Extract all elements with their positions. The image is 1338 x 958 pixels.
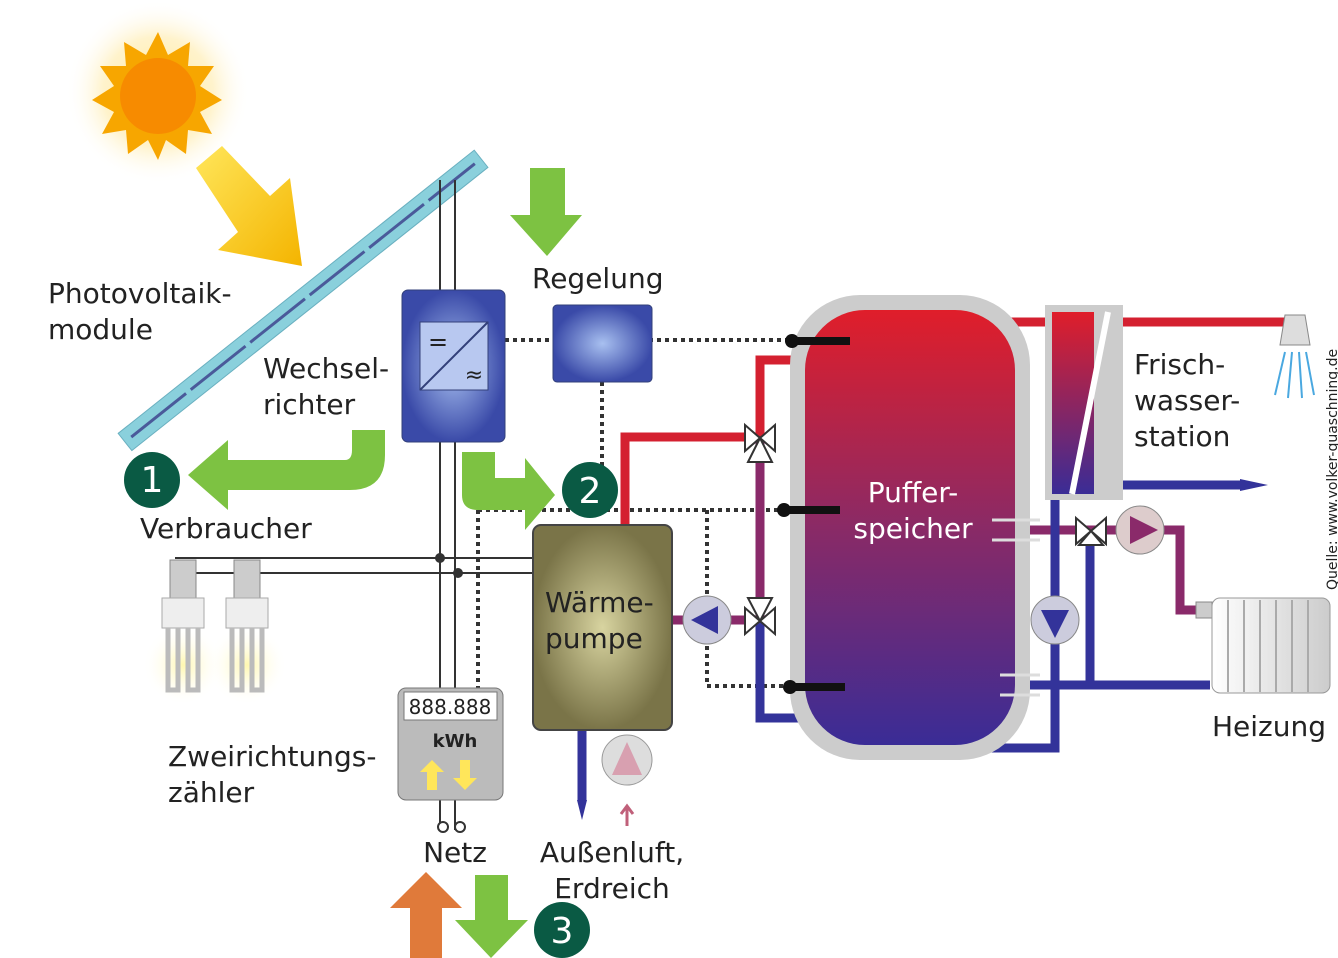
lamps bbox=[143, 559, 287, 705]
buffer-tank bbox=[805, 310, 1015, 745]
arrow-air bbox=[619, 803, 635, 826]
heating-label: Heizung bbox=[1212, 710, 1326, 743]
radiator bbox=[1195, 597, 1331, 694]
pv-panel bbox=[117, 149, 489, 452]
badge-label: 3 bbox=[551, 911, 574, 952]
label-line: Puffer- bbox=[868, 476, 958, 509]
control-label: Regelung bbox=[532, 262, 663, 295]
arrow-grid-in bbox=[455, 875, 528, 958]
terminal bbox=[437, 821, 449, 833]
sun-arrow bbox=[196, 146, 302, 266]
meter-reading: 888.888 bbox=[409, 695, 492, 719]
label-line: Außenluft, bbox=[540, 836, 684, 869]
arrow-heatpump bbox=[462, 452, 555, 530]
controller bbox=[552, 304, 653, 383]
valves bbox=[744, 422, 1107, 637]
badge bbox=[534, 902, 590, 958]
label-line: Wechsel- bbox=[263, 352, 389, 385]
shower bbox=[1279, 314, 1311, 346]
junction bbox=[435, 553, 445, 563]
label-line: Photovoltaik- bbox=[48, 277, 232, 310]
source-credit: Quelle: www.volker-quaschning.de bbox=[1325, 349, 1338, 590]
junction bbox=[453, 568, 463, 578]
meter-arrow-down bbox=[453, 760, 477, 790]
source-label: Außenluft, Erdreich bbox=[540, 836, 684, 905]
arrow-consumer bbox=[188, 430, 385, 510]
tank-ports bbox=[992, 518, 1040, 697]
heatpump-label: Wärme-pumpe bbox=[545, 586, 654, 655]
label-line: wasser- bbox=[1134, 384, 1240, 417]
label-line: Zweirichtungs- bbox=[168, 740, 376, 773]
meter-arrow-up bbox=[420, 760, 444, 790]
dc-symbol: = bbox=[428, 328, 448, 356]
arrow-grid-out bbox=[390, 872, 462, 958]
meter-unit: kWh bbox=[433, 731, 478, 752]
badge bbox=[562, 462, 618, 518]
label-line: zähler bbox=[168, 776, 255, 809]
badge bbox=[124, 452, 180, 508]
heat-pump bbox=[532, 524, 673, 731]
sensors bbox=[777, 334, 850, 694]
arrow-in bbox=[1240, 479, 1268, 491]
pump-arrow bbox=[691, 606, 718, 634]
meter-display bbox=[403, 691, 498, 721]
control-lines bbox=[476, 338, 790, 690]
freshwater-label: Frisch-wasser-station bbox=[1134, 348, 1240, 453]
pump-arrow bbox=[1041, 610, 1069, 638]
label-line: Erdreich bbox=[554, 872, 670, 905]
label-line: speicher bbox=[853, 512, 973, 545]
badge-label: 2 bbox=[579, 471, 602, 512]
buffer-label: Puffer-speicher bbox=[853, 476, 973, 545]
water-spray bbox=[1274, 351, 1315, 399]
arrow-out bbox=[577, 800, 587, 820]
fw-plate bbox=[1069, 311, 1111, 495]
badge-label: 1 bbox=[141, 460, 164, 501]
label-line: pumpe bbox=[545, 622, 643, 655]
arrow-down bbox=[510, 168, 582, 256]
meter-label: Zweirichtungs-zähler bbox=[168, 740, 376, 809]
cold-pipe bbox=[577, 480, 1240, 800]
terminal bbox=[454, 821, 466, 833]
pv-label: Photovoltaik-module bbox=[48, 277, 232, 346]
inverter-label: Wechsel-richter bbox=[263, 352, 389, 421]
consumer-label: Verbraucher bbox=[140, 512, 312, 545]
label-line: station bbox=[1134, 420, 1230, 453]
grid-label: Netz bbox=[423, 836, 487, 869]
ac-symbol: ≈ bbox=[465, 363, 483, 388]
label-line: module bbox=[48, 313, 153, 346]
label-line: Wärme- bbox=[545, 586, 654, 619]
pump-arrow bbox=[612, 742, 642, 775]
pump-arrow bbox=[1130, 516, 1158, 544]
label-line: Frisch- bbox=[1134, 348, 1225, 381]
inverter-diagonal bbox=[419, 321, 489, 391]
sun-core bbox=[120, 58, 196, 134]
label-line: richter bbox=[263, 388, 356, 421]
